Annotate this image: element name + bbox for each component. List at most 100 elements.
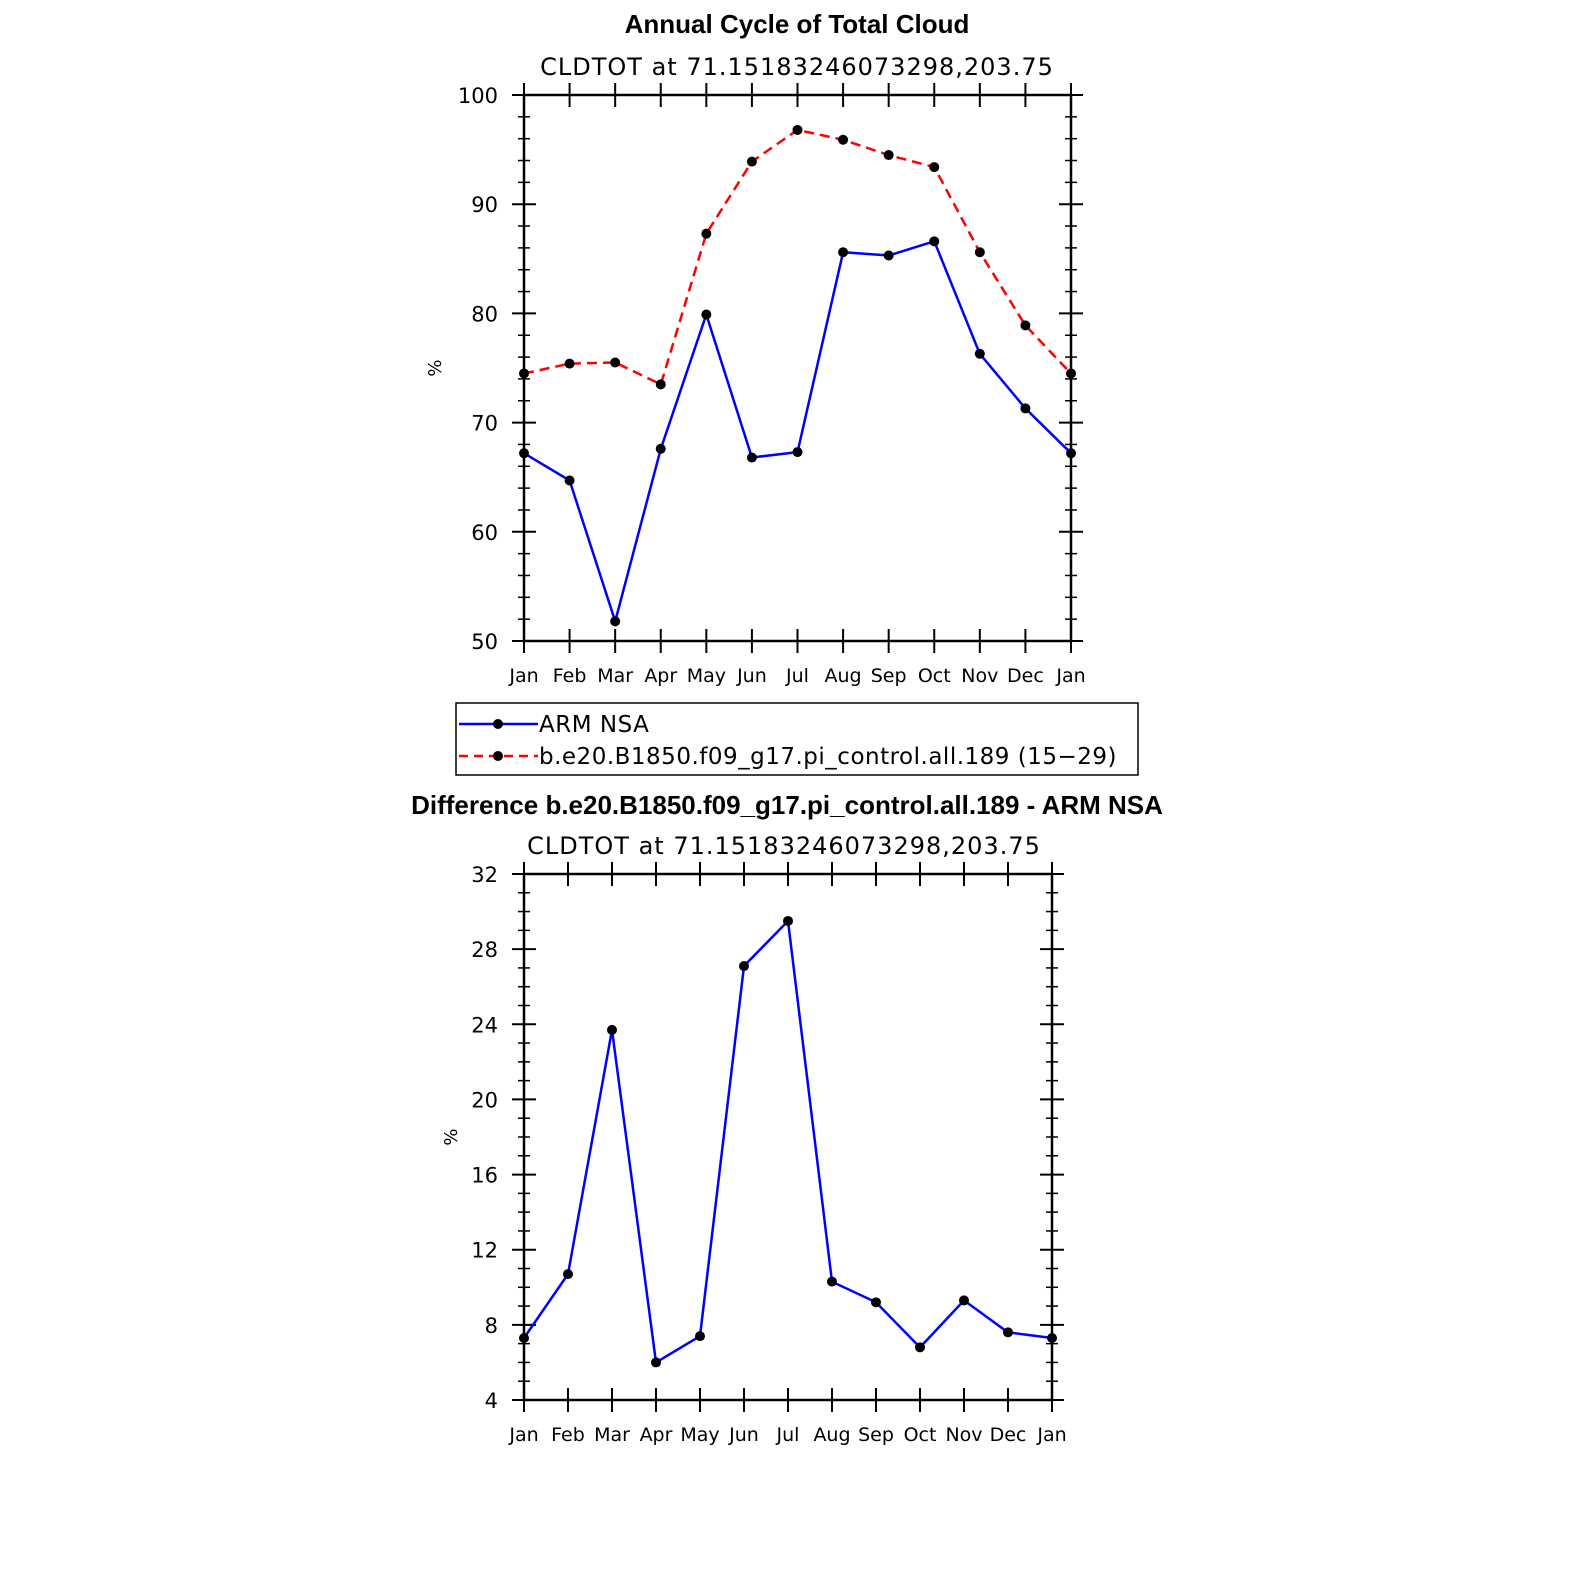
y-tick-label: 24 <box>471 1013 498 1037</box>
series-1-point <box>519 368 529 379</box>
x-tick-label: Nov <box>945 1424 982 1446</box>
x-tick-label: Mar <box>594 1424 630 1446</box>
y-tick-label: 4 <box>485 1389 498 1413</box>
series-1-point <box>792 124 803 135</box>
x-tick-label: Aug <box>813 1424 850 1446</box>
series-0-point <box>610 616 621 627</box>
x-tick-label: Nov <box>961 665 998 687</box>
series-line-1 <box>523 128 1072 387</box>
series-0-point <box>563 1269 573 1280</box>
series-0-point <box>827 1276 837 1287</box>
series-1-point <box>838 134 849 145</box>
series-0-point <box>1020 403 1031 414</box>
axis-ticks: 50 60 70 80 90 100 Jan Feb Mar Apr May Jun Jul Aug Sep… <box>458 83 1086 687</box>
x-tick-label: Jun <box>736 665 767 687</box>
series-0-point <box>607 1024 617 1035</box>
legend: ARM NSA b.e20.B1850.f09_g17.pi_control.a… <box>455 702 1139 776</box>
x-tick-label: Oct <box>918 665 951 687</box>
legend-box <box>455 702 1139 776</box>
series-1-point <box>1020 320 1031 331</box>
plot-frame <box>522 872 1054 1402</box>
series-0-point <box>883 250 894 261</box>
chart-difference: Difference b.e20.B1850.f09_g17.pi_contro… <box>411 790 1163 1446</box>
x-tick-label: Jan <box>508 665 538 687</box>
y-tick-label: 90 <box>471 193 498 217</box>
series-line-0 <box>522 918 1053 1365</box>
legend-marker-model <box>493 751 503 761</box>
chart-title: Annual Cycle of Total Cloud <box>625 9 970 39</box>
chart-subtitle: CLDTOT at 71.15183246073298,203.75 <box>540 53 1054 81</box>
series-0-point <box>871 1297 881 1308</box>
y-tick-label: 70 <box>471 412 498 436</box>
series-1-point <box>701 228 712 239</box>
chart-title: Difference b.e20.B1850.f09_g17.pi_contro… <box>411 790 1163 820</box>
series-1-point <box>1066 368 1076 379</box>
y-tick-label: 60 <box>471 521 498 545</box>
y-tick-label: 50 <box>471 630 498 654</box>
legend-marker-arm-nsa <box>493 719 503 729</box>
x-tick-label: Dec <box>1007 665 1044 687</box>
series-0-point <box>655 443 666 454</box>
series-0-point <box>695 1331 705 1342</box>
y-tick-label: 100 <box>458 84 498 108</box>
series-0-point <box>915 1342 925 1353</box>
series-1-point <box>655 379 666 390</box>
y-axis-label: % <box>425 359 446 376</box>
plot-frame <box>522 93 1073 643</box>
series-0-point <box>792 447 803 458</box>
series-0-point <box>838 247 849 258</box>
chart-annual-cycle: Annual Cycle of Total Cloud CLDTOT at 71… <box>425 9 1086 687</box>
plot-border <box>522 93 1073 643</box>
x-tick-label: Jan <box>508 1424 538 1446</box>
plot-border <box>522 872 1054 1402</box>
y-tick-label: 8 <box>485 1314 498 1338</box>
x-tick-label: May <box>687 665 726 687</box>
series-1-point <box>610 357 621 368</box>
x-tick-label: Dec <box>990 1424 1027 1446</box>
axis-ticks: 4 8 12 16 20 24 28 32 Jan Feb Mar Apr May Jun Jul Aug Se… <box>471 862 1067 1446</box>
series-0-point <box>519 448 529 459</box>
x-tick-label: Feb <box>551 1424 585 1446</box>
series-0-point <box>929 236 940 247</box>
series-1-point <box>974 247 985 258</box>
series-0-point <box>1066 448 1076 459</box>
series-0-point <box>519 1333 529 1344</box>
series-1-point <box>746 156 757 167</box>
series-0-point <box>701 309 712 320</box>
x-tick-label: Aug <box>825 665 862 687</box>
series-0-point <box>739 961 749 972</box>
x-tick-label: Sep <box>871 665 907 687</box>
x-tick-label: May <box>680 1424 719 1446</box>
y-tick-label: 28 <box>471 938 498 962</box>
x-tick-label: Sep <box>858 1424 894 1446</box>
y-tick-label: 32 <box>471 863 498 887</box>
chart-subtitle: CLDTOT at 71.15183246073298,203.75 <box>527 832 1041 860</box>
series-1-point <box>883 150 894 161</box>
y-tick-label: 12 <box>471 1239 498 1263</box>
series-0-point <box>651 1357 661 1368</box>
x-tick-label: Jul <box>785 665 809 687</box>
x-tick-label: Apr <box>640 1424 673 1446</box>
series-0-point <box>959 1295 969 1306</box>
series-line-0 <box>523 239 1072 626</box>
series-0-point <box>1003 1327 1013 1338</box>
x-tick-label: Jan <box>1055 665 1085 687</box>
x-tick-label: Oct <box>904 1424 937 1446</box>
x-tick-label: Jul <box>776 1424 800 1446</box>
series-0-point <box>746 452 757 463</box>
data-marks <box>519 124 1076 627</box>
y-axis-label: % <box>441 1128 462 1145</box>
series-0-point <box>974 348 985 359</box>
data-marks <box>519 915 1057 1368</box>
y-tick-label: 80 <box>471 302 498 326</box>
x-tick-label: Jan <box>1036 1424 1066 1446</box>
series-0-point <box>564 475 575 486</box>
series-0-point <box>1047 1333 1057 1344</box>
series-1-point <box>929 162 940 173</box>
series-1-point <box>564 358 575 369</box>
x-tick-label: Apr <box>644 665 677 687</box>
x-tick-label: Mar <box>597 665 633 687</box>
legend-label-arm-nsa: ARM NSA <box>539 712 649 738</box>
y-tick-label: 16 <box>471 1164 498 1188</box>
